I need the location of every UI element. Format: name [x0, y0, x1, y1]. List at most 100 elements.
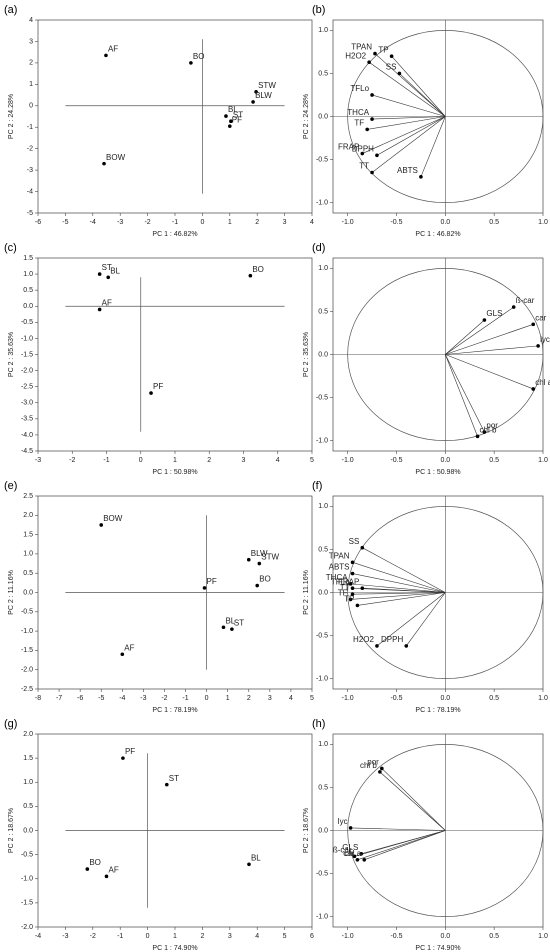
x-tick-label: 1	[228, 219, 232, 226]
point	[370, 117, 374, 121]
x-tick-label: -4	[35, 933, 41, 940]
point	[202, 586, 207, 590]
y-axis-label: PC 2 : 18.67%	[8, 808, 15, 853]
y-tick-label: -4	[27, 188, 33, 195]
point-label: FRAP	[338, 577, 359, 586]
point	[97, 307, 102, 312]
point-label: lyc	[338, 817, 348, 826]
x-tick-label: 3	[283, 219, 287, 226]
y-tick-label: -2.0	[21, 924, 33, 931]
x-tick-label: 0	[205, 695, 209, 702]
x-axis-label: PC 1 : 50.98%	[415, 469, 460, 476]
loading-vector	[371, 94, 446, 117]
point-label: TT	[340, 583, 350, 592]
point-label: STW	[261, 553, 279, 562]
x-tick-label: -6	[35, 219, 41, 226]
point	[248, 273, 253, 278]
point-label: AF	[108, 44, 118, 53]
x-tick-label: -3	[62, 933, 68, 940]
x-tick-label: 0	[139, 457, 143, 464]
point-label: PF	[232, 115, 242, 124]
point-label: AF	[102, 299, 112, 308]
point-label: H2O2	[353, 635, 374, 644]
y-axis-label: PC 2 : 24.28%	[303, 94, 310, 139]
x-tick-label: -1	[182, 695, 188, 702]
y-tick-label: -2	[27, 146, 33, 153]
point	[350, 560, 355, 565]
loading-vector	[364, 830, 446, 861]
y-tick-label: -1.0	[316, 914, 328, 921]
loading-vector	[350, 827, 446, 831]
point-label: TP	[378, 45, 388, 54]
x-axis-label: PC 1 : 74.90%	[415, 945, 460, 952]
y-tick-label: -3	[27, 167, 33, 174]
point	[348, 582, 353, 586]
x-tick-label: -5	[98, 695, 104, 702]
loading-vector	[445, 354, 485, 433]
point	[511, 305, 516, 309]
loading-vector	[350, 583, 446, 593]
x-tick-label: -2	[161, 695, 167, 702]
point-label: THCA	[326, 573, 348, 582]
point	[378, 770, 382, 774]
y-tick-label: 1.0	[318, 27, 328, 34]
y-tick-label: 1.5	[23, 531, 33, 538]
x-tick-label: -1	[117, 933, 123, 940]
y-tick-label: -1.0	[21, 335, 33, 342]
loading-vector	[362, 547, 446, 593]
x-tick-label: -0.5	[390, 933, 402, 940]
point-label: DPPH	[352, 144, 374, 153]
point-label: TT	[359, 162, 369, 171]
loading-vector	[399, 73, 446, 117]
point	[360, 545, 365, 550]
panel: (c) -3 -2 -1 0 1 2 3 4 5 1.5 1.0 0.5 0.0 -0.5 -1.0 -1.5 -…	[4, 242, 314, 476]
point-label: TFLo	[350, 84, 369, 93]
y-axis-label: PC 2 : 18.67%	[303, 808, 310, 853]
x-tick-label: 1	[173, 933, 177, 940]
plot-frame	[37, 19, 313, 214]
loading-vector	[381, 768, 446, 831]
y-tick-label: -1.0	[316, 676, 328, 683]
y-axis-label: PC 2 : 11.16%	[303, 570, 310, 615]
point-label: BOW	[103, 514, 123, 523]
point-label: por	[486, 421, 498, 430]
y-tick-label: 0.5	[318, 308, 328, 315]
y-axis-label: PC 2 : 35.63%	[8, 332, 15, 377]
y-tick-label: -3.5	[21, 416, 33, 423]
x-tick-label: 0.0	[440, 695, 450, 702]
y-tick-label: 0.5	[23, 803, 33, 810]
loading-vector	[372, 116, 446, 120]
y-tick-label: 0.5	[318, 546, 328, 553]
x-tick-label: -8	[35, 695, 41, 702]
panel-label: (b)	[312, 4, 325, 16]
y-axis-label: PC 2 : 11.16%	[8, 570, 15, 615]
y-tick-label: 1.5	[23, 255, 33, 262]
point	[350, 586, 355, 590]
x-tick-label: 0.5	[489, 457, 499, 464]
panel: (g) -4 -3 -2 -1 0 1 2 3 4 5 6 2.0 1.5 1.0 0.5 0.0 -0.5 -1.…	[4, 718, 314, 952]
x-tick-label: 1.0	[538, 219, 548, 226]
x-tick-label: -2	[144, 219, 150, 226]
point	[221, 625, 226, 630]
point	[85, 867, 90, 871]
point-label: lyc	[540, 335, 550, 344]
loading-vector	[354, 830, 446, 857]
x-tick-label: 5	[310, 457, 314, 464]
point-label: chl b	[360, 761, 377, 770]
point-label: PF	[125, 747, 135, 756]
y-tick-label: -0.5	[21, 319, 33, 326]
x-tick-label: 0.5	[489, 695, 499, 702]
panel-label: (a)	[4, 4, 17, 16]
point	[355, 857, 360, 862]
point	[104, 874, 109, 879]
x-tick-label: 2	[200, 933, 204, 940]
y-tick-label: 0.0	[318, 351, 328, 358]
panel-label: (c)	[4, 242, 17, 254]
y-tick-label: 1.0	[318, 265, 328, 272]
loading-vector	[445, 306, 514, 355]
y-tick-label: -2.5	[21, 384, 33, 391]
point-label: ABTS	[329, 563, 350, 572]
y-axis-label: PC 2 : 35.63%	[303, 332, 310, 377]
